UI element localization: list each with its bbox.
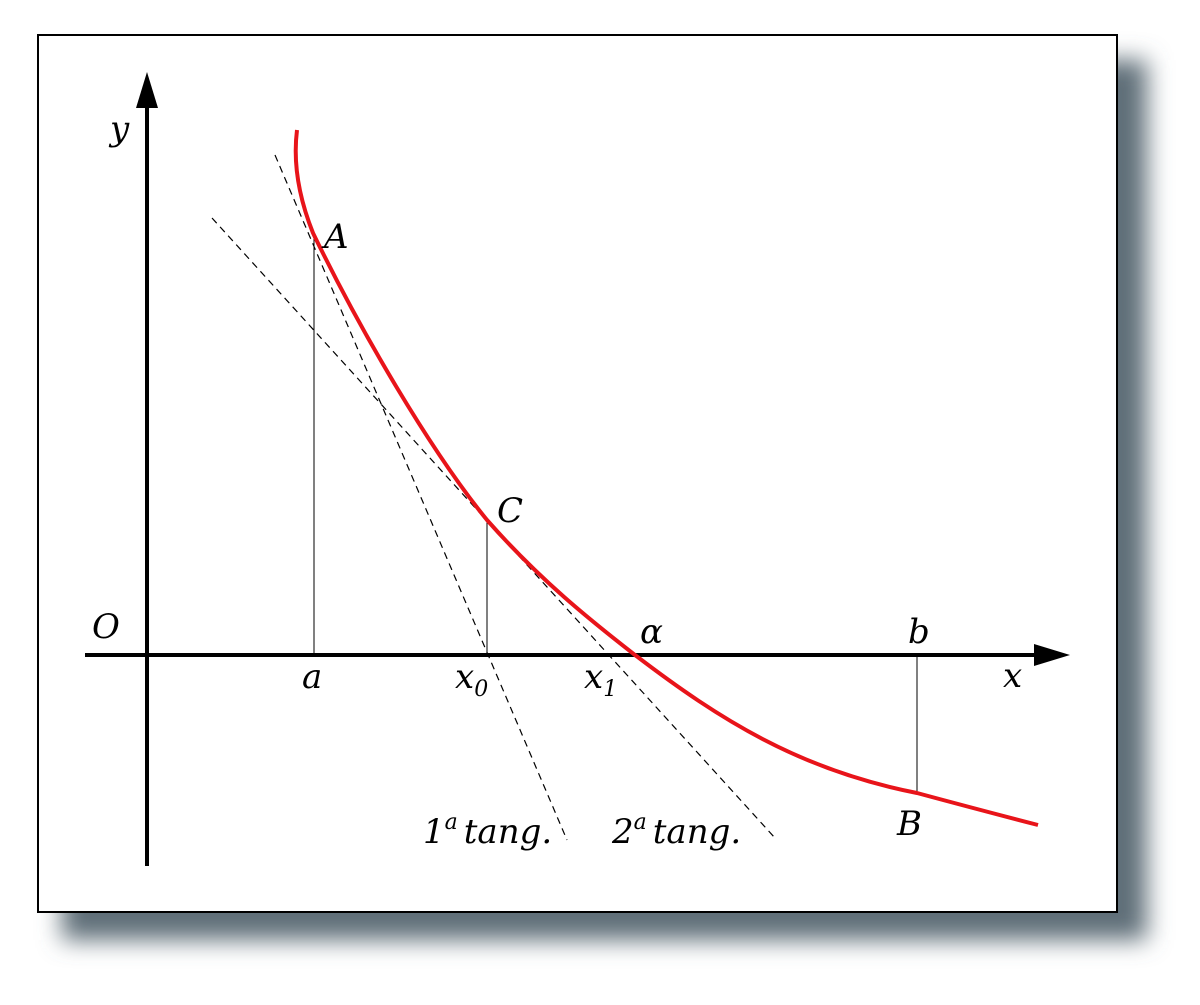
tangent-sup: a bbox=[445, 810, 458, 835]
x-label-sub: 1 bbox=[603, 677, 617, 702]
point-label: C bbox=[497, 491, 523, 531]
frame bbox=[37, 34, 1118, 913]
tangent-num: 1 bbox=[423, 812, 445, 852]
x-arrow bbox=[1034, 644, 1070, 666]
y-arrow bbox=[136, 72, 158, 108]
y-axis-label: y bbox=[108, 109, 130, 149]
x-label-base: x bbox=[584, 657, 603, 697]
origin-label: O bbox=[92, 607, 120, 647]
x-label-base: x bbox=[455, 657, 474, 697]
x-label: b bbox=[908, 612, 930, 652]
x-label: x0 bbox=[455, 657, 488, 702]
x-label: a bbox=[302, 657, 322, 697]
x-label: x1 bbox=[584, 657, 617, 702]
x-axis-label: x bbox=[1003, 656, 1022, 696]
point-label: B bbox=[896, 804, 922, 844]
tangent-text: tang. bbox=[464, 812, 552, 852]
x-label-sub: 0 bbox=[474, 677, 488, 702]
tangent-2 bbox=[211, 217, 776, 839]
tangent-text: tang. bbox=[653, 812, 741, 852]
curve bbox=[293, 129, 1039, 827]
x-label: α bbox=[640, 612, 663, 652]
tangent-num: 2 bbox=[611, 812, 634, 852]
tangent-label: 1a tang. bbox=[423, 810, 552, 852]
tangent-1 bbox=[274, 154, 568, 841]
tangent-label: 2a tang. bbox=[611, 810, 741, 852]
tangent-sup: a bbox=[634, 810, 647, 835]
point-label: A bbox=[321, 217, 349, 257]
